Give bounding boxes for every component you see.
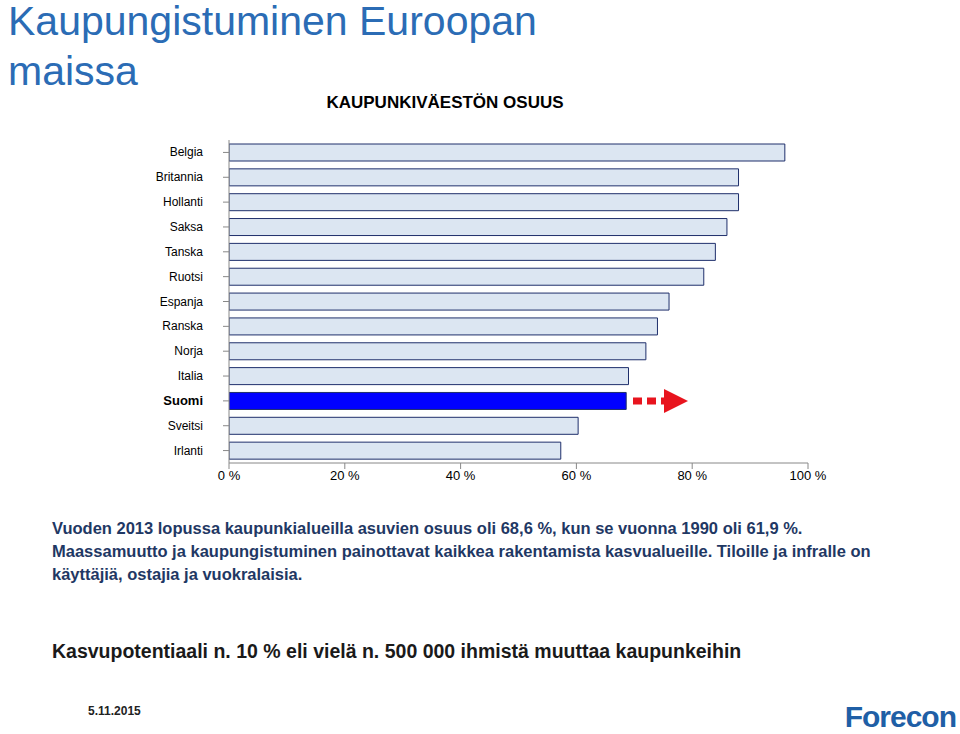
svg-text:Norja: Norja bbox=[174, 344, 203, 358]
svg-text:Saksa: Saksa bbox=[170, 220, 204, 234]
svg-text:Italia: Italia bbox=[178, 369, 204, 383]
svg-text:Tanska: Tanska bbox=[165, 245, 203, 259]
svg-text:Belgia: Belgia bbox=[170, 145, 204, 159]
svg-text:Ruotsi: Ruotsi bbox=[169, 270, 203, 284]
html-text:Forecon: Forecon bbox=[844, 700, 956, 733]
svg-text:Espanja: Espanja bbox=[160, 295, 204, 309]
html-text:KAUPUNKIVÄESTÖN OSUUS: KAUPUNKIVÄESTÖN OSUUS bbox=[326, 93, 564, 112]
html-text:Vuoden 2013 lopussa kaupunkial: Vuoden 2013 lopussa kaupunkialueilla asu… bbox=[52, 519, 803, 537]
svg-text:60 %: 60 % bbox=[562, 468, 592, 483]
svg-text:100 %: 100 % bbox=[790, 468, 827, 483]
html-text:Kasvupotentiaali n. 10 % eli v: Kasvupotentiaali n. 10 % eli vielä n. 50… bbox=[52, 640, 742, 662]
html-text:5.11.2015: 5.11.2015 bbox=[88, 704, 141, 718]
svg-text:Sveitsi: Sveitsi bbox=[168, 419, 203, 433]
svg-text:40 %: 40 % bbox=[446, 468, 476, 483]
svg-text:Britannia: Britannia bbox=[156, 170, 204, 184]
svg-text:0 %: 0 % bbox=[218, 468, 241, 483]
svg-text:Suomi: Suomi bbox=[163, 393, 203, 408]
svg-text:Ranska: Ranska bbox=[162, 319, 203, 333]
html-text:Maassamuutto ja kaupungistumin: Maassamuutto ja kaupungistuminen painott… bbox=[52, 542, 871, 583]
svg-text:20 %: 20 % bbox=[330, 468, 360, 483]
svg-text:Hollanti: Hollanti bbox=[163, 195, 203, 209]
svg-text:80 %: 80 % bbox=[677, 468, 707, 483]
svg-text:Irlanti: Irlanti bbox=[174, 444, 203, 458]
